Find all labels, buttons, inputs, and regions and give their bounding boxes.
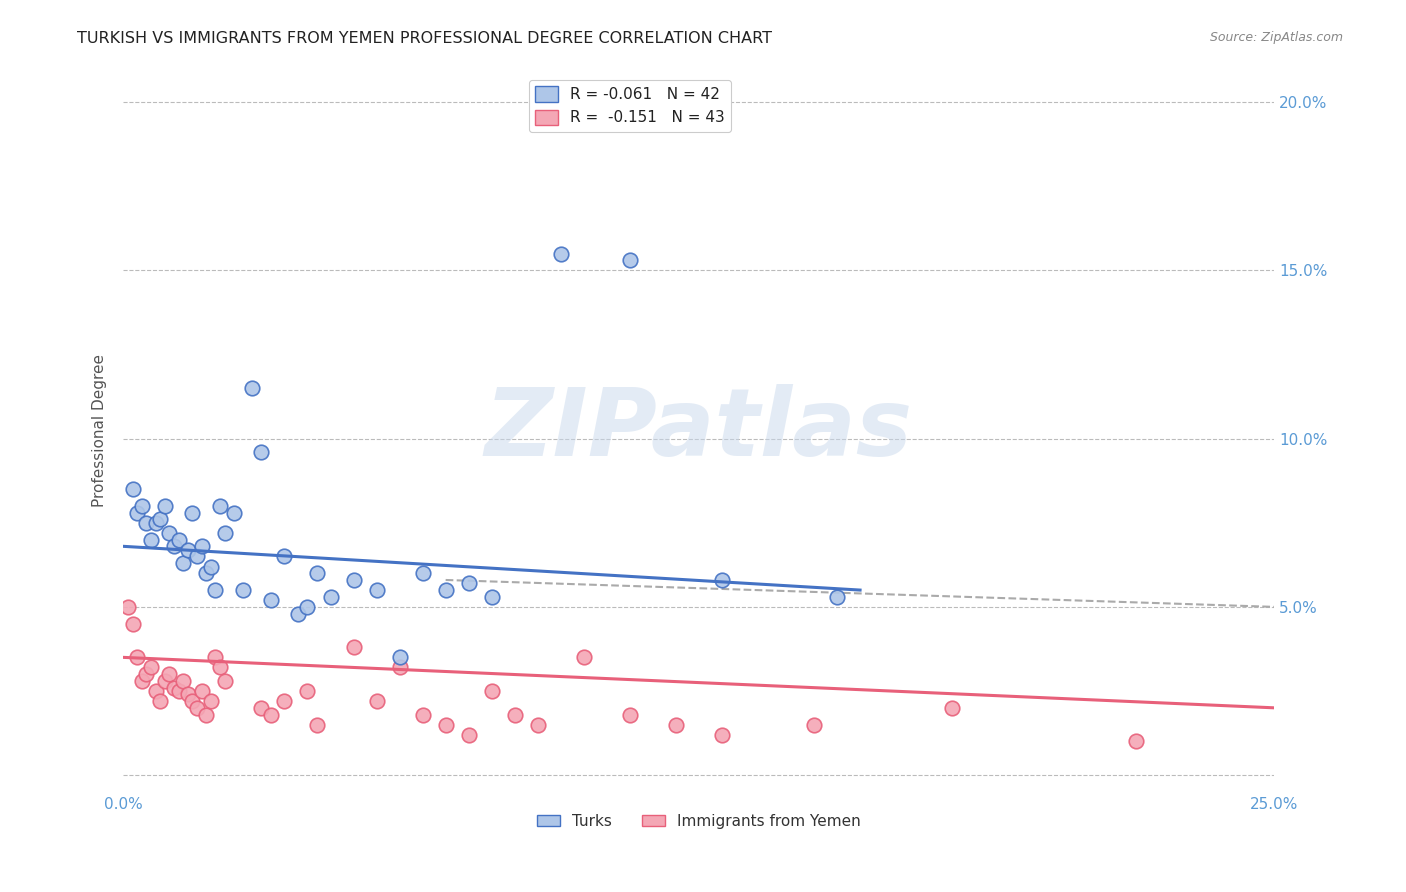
Point — [342, 640, 364, 655]
Y-axis label: Professional Degree: Professional Degree — [93, 354, 107, 507]
Point — [434, 583, 457, 598]
Point — [157, 525, 180, 540]
Point — [240, 381, 263, 395]
Point — [1125, 734, 1147, 748]
Point — [139, 533, 162, 547]
Point — [412, 566, 434, 581]
Point — [457, 576, 479, 591]
Point — [157, 667, 180, 681]
Point — [259, 707, 281, 722]
Point — [121, 616, 143, 631]
Point — [208, 499, 231, 513]
Point — [481, 684, 503, 698]
Point — [204, 583, 226, 598]
Point — [190, 684, 212, 698]
Point — [619, 707, 641, 722]
Point — [135, 667, 157, 681]
Point — [167, 533, 190, 547]
Point — [181, 506, 204, 520]
Point — [181, 694, 204, 708]
Point — [186, 701, 208, 715]
Point — [825, 590, 848, 604]
Point — [121, 482, 143, 496]
Point — [250, 445, 273, 459]
Point — [127, 650, 149, 665]
Point — [273, 694, 295, 708]
Point — [204, 650, 226, 665]
Point — [232, 583, 254, 598]
Point — [153, 673, 176, 688]
Point — [503, 707, 526, 722]
Point — [177, 542, 200, 557]
Point — [145, 684, 167, 698]
Point — [200, 559, 222, 574]
Point — [186, 549, 208, 564]
Text: ZIPatlas: ZIPatlas — [485, 384, 912, 476]
Point — [149, 694, 172, 708]
Point — [149, 512, 172, 526]
Point — [172, 673, 194, 688]
Point — [259, 593, 281, 607]
Point — [388, 650, 411, 665]
Point — [177, 687, 200, 701]
Point — [167, 684, 190, 698]
Point — [481, 590, 503, 604]
Point — [305, 566, 328, 581]
Point — [131, 673, 153, 688]
Point — [214, 673, 236, 688]
Point — [550, 246, 572, 260]
Text: TURKISH VS IMMIGRANTS FROM YEMEN PROFESSIONAL DEGREE CORRELATION CHART: TURKISH VS IMMIGRANTS FROM YEMEN PROFESS… — [77, 31, 772, 46]
Point — [457, 728, 479, 742]
Point — [195, 566, 218, 581]
Point — [214, 525, 236, 540]
Point — [710, 728, 733, 742]
Point — [131, 499, 153, 513]
Point — [163, 681, 186, 695]
Point — [941, 701, 963, 715]
Point — [208, 660, 231, 674]
Point — [250, 701, 273, 715]
Point — [412, 707, 434, 722]
Point — [273, 549, 295, 564]
Point — [619, 253, 641, 268]
Point — [195, 707, 218, 722]
Point — [665, 717, 688, 731]
Legend: Turks, Immigrants from Yemen: Turks, Immigrants from Yemen — [530, 808, 868, 835]
Point — [135, 516, 157, 530]
Point — [200, 694, 222, 708]
Point — [287, 607, 309, 621]
Point — [305, 717, 328, 731]
Point — [434, 717, 457, 731]
Point — [710, 573, 733, 587]
Point — [190, 539, 212, 553]
Point — [222, 506, 245, 520]
Point — [163, 539, 186, 553]
Point — [342, 573, 364, 587]
Point — [388, 660, 411, 674]
Point — [139, 660, 162, 674]
Point — [366, 583, 388, 598]
Point — [145, 516, 167, 530]
Point — [172, 556, 194, 570]
Point — [526, 717, 548, 731]
Point — [297, 684, 319, 698]
Point — [366, 694, 388, 708]
Point — [297, 599, 319, 614]
Point — [153, 499, 176, 513]
Point — [127, 506, 149, 520]
Text: Source: ZipAtlas.com: Source: ZipAtlas.com — [1209, 31, 1343, 45]
Point — [319, 590, 342, 604]
Point — [572, 650, 595, 665]
Point — [117, 599, 139, 614]
Point — [803, 717, 825, 731]
